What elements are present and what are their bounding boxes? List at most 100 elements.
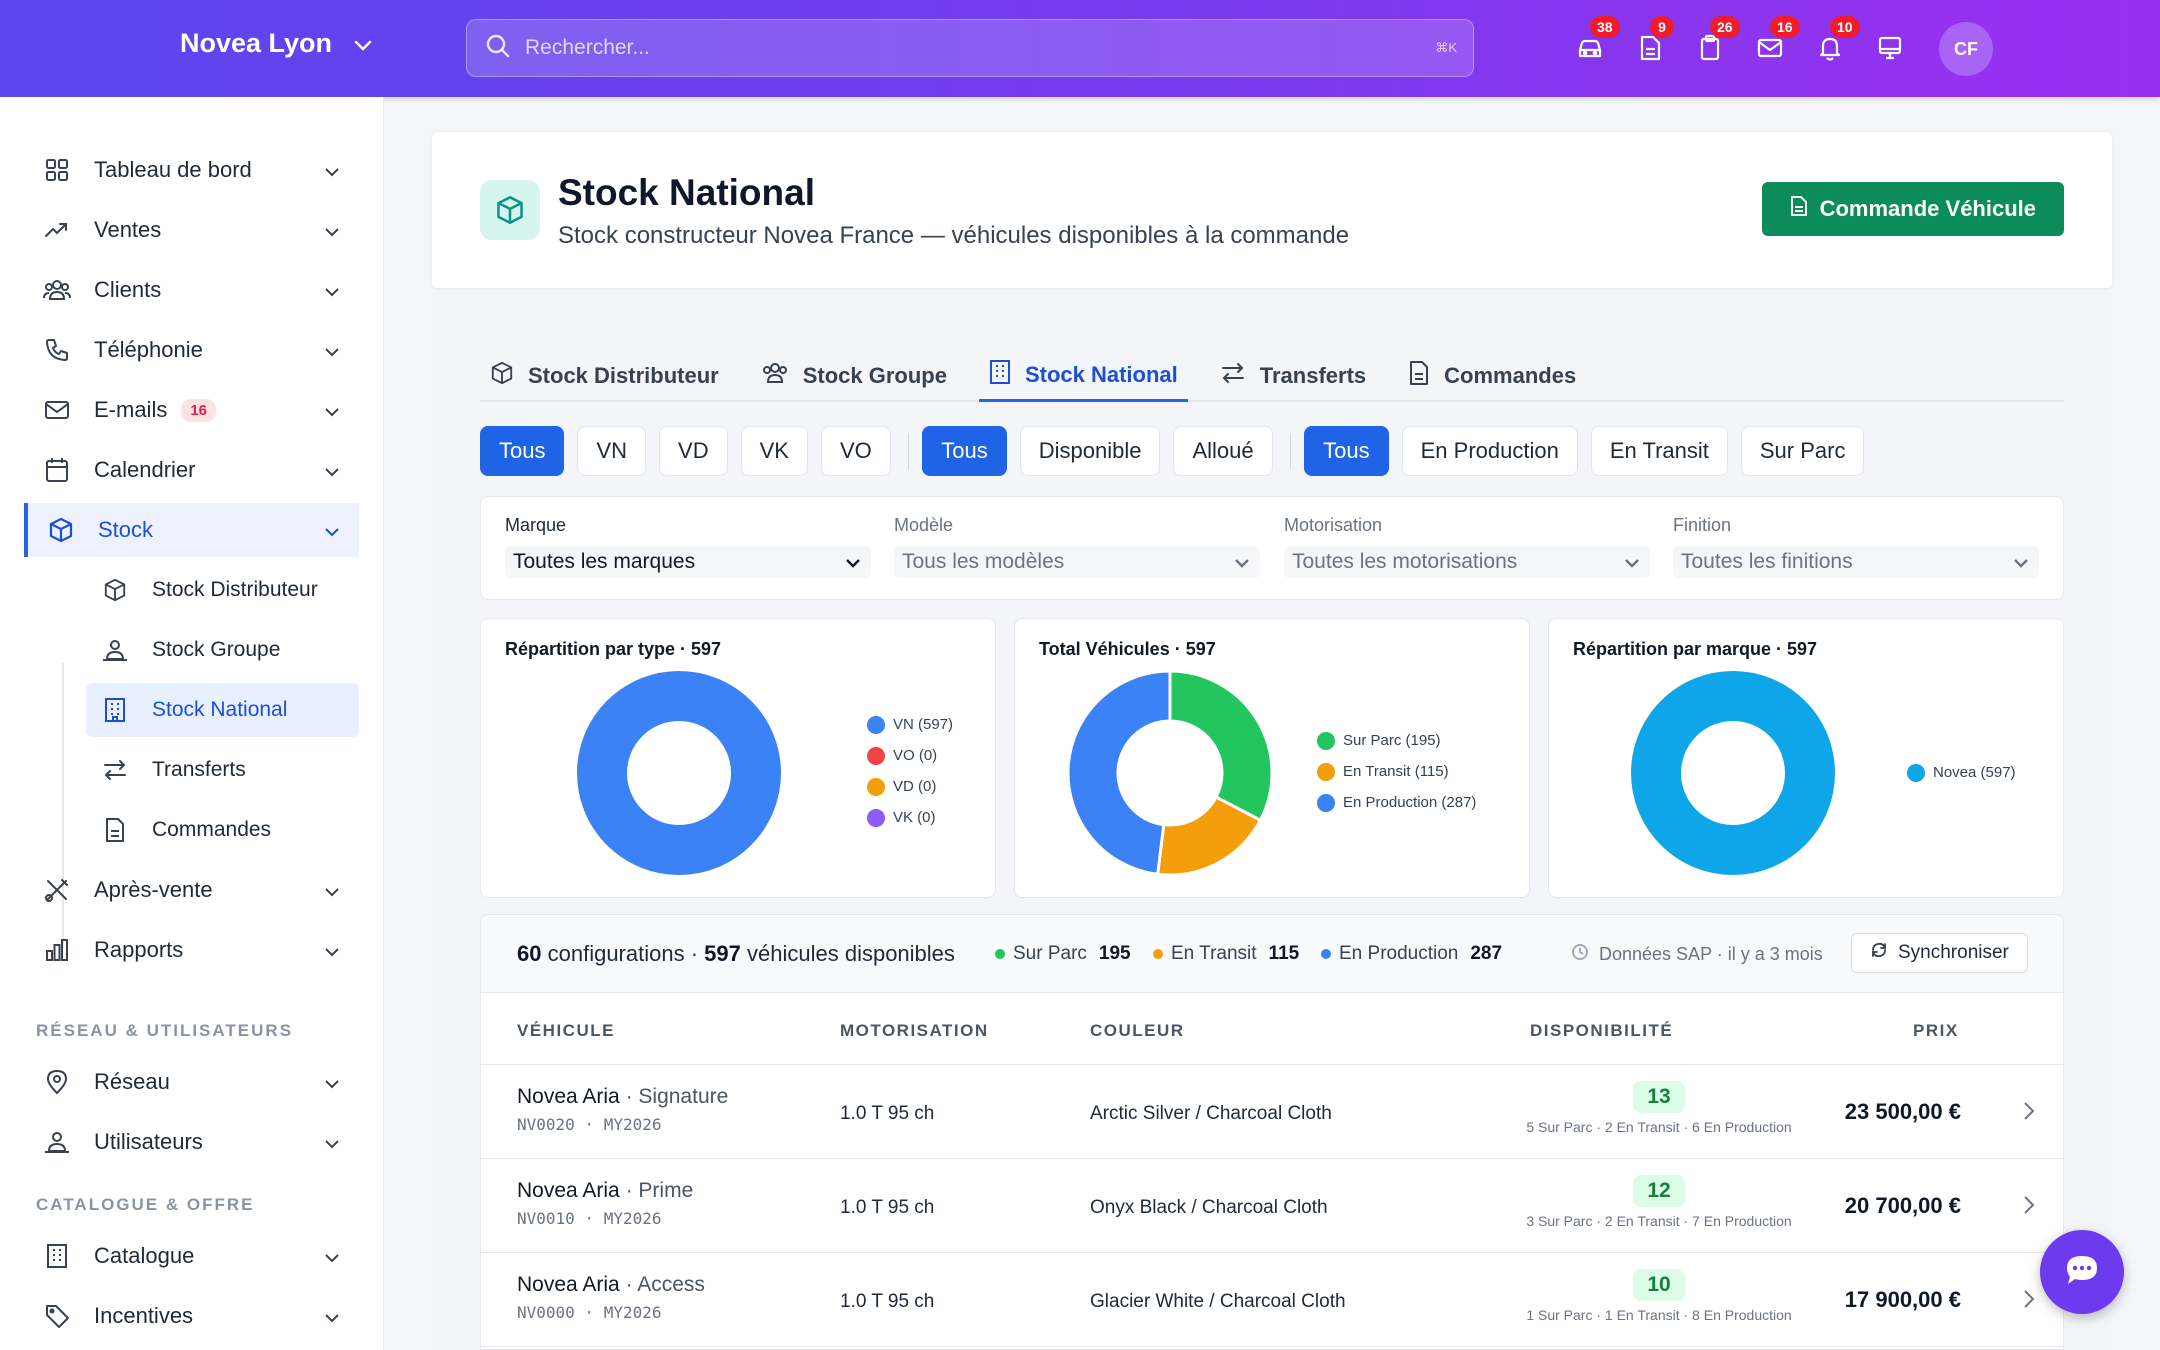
pill-allocation-allocated[interactable]: Alloué <box>1173 426 1273 476</box>
column-header-engine[interactable]: MOTORISATION <box>840 1021 989 1040</box>
chevron-right-icon[interactable] <box>2023 1289 2035 1314</box>
trim-select[interactable]: Toutes les finitions <box>1673 546 2039 578</box>
legend-swatch <box>867 715 885 734</box>
sidebar-item-apres-vente[interactable]: Après-vente <box>24 863 359 917</box>
brand-select[interactable]: Toutes les marques <box>505 546 871 578</box>
table-row[interactable]: Novea Aria · Prime NV0010 · MY2026 1.0 T… <box>481 1159 2063 1253</box>
notification-badge: 9 <box>1650 16 1674 38</box>
tab-label: Stock National <box>1024 361 1178 387</box>
tab-transferts[interactable]: Transferts <box>1210 350 1376 402</box>
sidebar-item-calendar[interactable]: Calendrier <box>24 443 359 497</box>
select-value: Toutes les finitions <box>1681 550 1853 573</box>
donut-slice[interactable] <box>1066 669 1172 876</box>
legend-item[interactable]: Sur Parc (195) <box>1317 725 1476 756</box>
legend-item[interactable]: Novea (597) <box>1907 757 2016 788</box>
column-header-availability[interactable]: DISPONIBILITÉ <box>1530 1021 1674 1040</box>
sidebar-subitem-commandes[interactable]: Commandes <box>86 803 359 857</box>
avatar[interactable]: CF <box>1939 22 1993 76</box>
clipboard-icon[interactable]: 26 <box>1690 16 1740 72</box>
pill-type-all[interactable]: Tous <box>480 426 565 476</box>
donut-slice[interactable] <box>1631 671 1835 875</box>
search-input[interactable] <box>525 36 1405 60</box>
sync-button[interactable]: Synchroniser <box>1851 933 2028 973</box>
sidebar-subitem-stock-national[interactable]: Stock National <box>86 683 359 737</box>
pill-type-vd[interactable]: VD <box>659 426 728 476</box>
pill-allocation-all[interactable]: Tous <box>922 426 1007 476</box>
column-header-color[interactable]: COULEUR <box>1090 1021 1185 1040</box>
clock-icon <box>1571 943 1589 966</box>
chevron-down-icon <box>323 1244 341 1270</box>
tab-stock-national[interactable]: Stock National <box>978 350 1188 402</box>
sidebar-subitem-stock-groupe[interactable]: Stock Groupe <box>86 623 359 677</box>
chevron-right-icon[interactable] <box>2023 1195 2035 1220</box>
legend-item[interactable]: En Production (287) <box>1317 787 1476 818</box>
tab-stock-distributeur[interactable]: Stock Distributeur <box>480 350 729 402</box>
email-count-badge: 16 <box>181 398 217 422</box>
sidebar-subitem-transferts[interactable]: Transferts <box>86 743 359 797</box>
search-box[interactable]: ⌘K <box>466 19 1474 77</box>
box-icon <box>490 361 514 391</box>
pill-type-vk[interactable]: VK <box>740 426 808 476</box>
document-icon[interactable]: 9 <box>1630 16 1674 72</box>
table-summary: 60 configurations · 597 véhicules dispon… <box>481 915 2063 993</box>
notification-badge: 16 <box>1770 16 1800 38</box>
legend-label: VD (0) <box>893 778 937 795</box>
tab-stock-groupe[interactable]: Stock Groupe <box>751 350 957 402</box>
document-icon <box>1408 360 1430 392</box>
legend-item[interactable]: VN (597) <box>867 709 953 740</box>
sidebar-item-emails[interactable]: E-mails 16 <box>24 383 359 437</box>
vehicle-name: Novea Aria · Signature <box>517 1085 728 1109</box>
donut-chart-total <box>1066 669 1274 877</box>
engine-select[interactable]: Toutes les motorisations <box>1284 546 1650 578</box>
box-icon <box>480 180 540 240</box>
org-switcher[interactable]: Novea Lyon <box>180 28 372 59</box>
sidebar-item-reseau[interactable]: Réseau <box>24 1055 359 1109</box>
pill-allocation-available[interactable]: Disponible <box>1019 426 1161 476</box>
bell-icon[interactable]: 10 <box>1810 16 1860 72</box>
chart-card-type: Répartition par type · 597 VN (597) VO (0… <box>480 618 996 898</box>
pill-type-vo[interactable]: VO <box>820 426 891 476</box>
donut-chart-brand <box>1631 671 1835 875</box>
sidebar-item-rapports[interactable]: Rapports <box>24 923 359 977</box>
chevron-down-icon <box>323 278 341 304</box>
sidebar-item-incentives[interactable]: Incentives <box>24 1289 359 1343</box>
sidebar-item-utilisateurs[interactable]: Utilisateurs <box>24 1115 359 1169</box>
table-row[interactable]: Novea Aria · Access NV0000 · MY2026 1.0 … <box>481 1253 2063 1347</box>
monitor-icon[interactable] <box>1870 24 1910 72</box>
vehicle-name: Novea Aria · Prime <box>517 1179 693 1203</box>
pill-status-all[interactable]: Tous <box>1304 426 1389 476</box>
sidebar-item-telephony[interactable]: Téléphonie <box>24 323 359 377</box>
order-vehicle-button[interactable]: Commande Véhicule <box>1761 182 2064 236</box>
sidebar-item-clients[interactable]: Clients <box>24 263 359 317</box>
availability-count: 10 <box>1633 1269 1685 1301</box>
legend-item[interactable]: En Transit (115) <box>1317 756 1476 787</box>
table-row[interactable]: Novea Aria · Signature NV0020 · MY2026 1… <box>481 1065 2063 1159</box>
transfer-icon <box>100 759 130 781</box>
chevron-right-icon[interactable] <box>2023 1101 2035 1126</box>
pill-type-vn[interactable]: VN <box>577 426 647 476</box>
sidebar-subitem-stock-distributeur[interactable]: Stock Distributeur <box>86 563 359 617</box>
column-header-vehicle[interactable]: VÉHICULE <box>517 1021 615 1040</box>
model-select[interactable]: Tous les modèles <box>894 546 1260 578</box>
pill-status-production[interactable]: En Production <box>1401 426 1578 476</box>
tab-label: Commandes <box>1444 363 1577 388</box>
donut-slice[interactable] <box>577 671 781 875</box>
chat-button[interactable] <box>2040 1230 2124 1314</box>
vehicle-trim: · Prime <box>625 1179 694 1202</box>
sidebar-item-catalogue[interactable]: Catalogue <box>24 1229 359 1283</box>
pill-status-parc[interactable]: Sur Parc <box>1740 426 1865 476</box>
legend-item[interactable]: VK (0) <box>867 802 953 833</box>
legend-item[interactable]: VO (0) <box>867 740 953 771</box>
legend-label: Sur Parc (195) <box>1343 732 1441 749</box>
sidebar-item-stock[interactable]: Stock <box>24 503 359 557</box>
pill-status-transit[interactable]: En Transit <box>1590 426 1728 476</box>
tab-commandes[interactable]: Commandes <box>1398 350 1586 402</box>
sidebar-item-sales[interactable]: Ventes <box>24 203 359 257</box>
sidebar-item-dashboard[interactable]: Tableau de bord <box>24 143 359 197</box>
legend-item[interactable]: VD (0) <box>867 771 953 802</box>
column-header-price[interactable]: PRIX <box>1913 1021 1959 1040</box>
car-icon[interactable]: 38 <box>1570 16 1620 72</box>
donut-slice[interactable] <box>1168 669 1274 823</box>
mail-icon[interactable]: 16 <box>1750 16 1800 72</box>
chevron-down-icon <box>354 28 372 59</box>
